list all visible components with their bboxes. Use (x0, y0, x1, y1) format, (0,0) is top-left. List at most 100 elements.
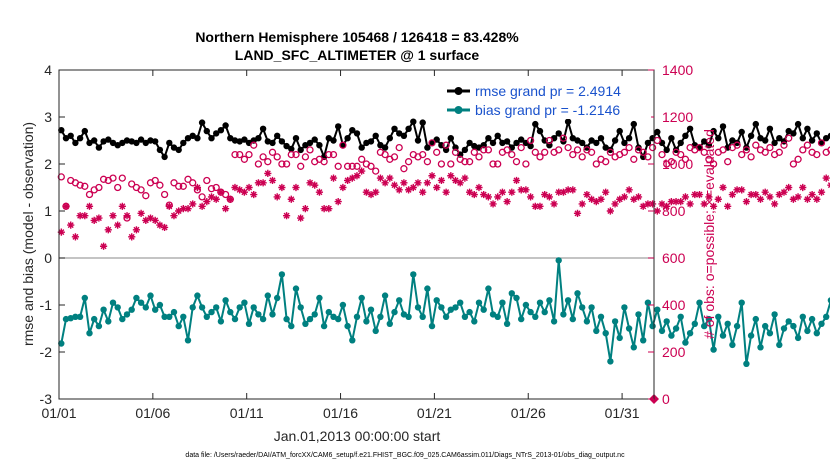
possible-obs-point (442, 141, 450, 149)
possible-obs-point (128, 180, 136, 188)
evaluated-obs-point (109, 212, 117, 220)
evaluated-obs-point (442, 188, 450, 196)
possible-obs-point (381, 150, 389, 159)
y-right-tick-label: 0 (662, 391, 670, 407)
rmse-point (72, 139, 79, 147)
bias-point (288, 322, 295, 330)
evaluated-obs-point (325, 205, 333, 213)
possible-obs-point (189, 179, 197, 187)
bias-point (133, 294, 140, 302)
rmse-point (738, 128, 745, 136)
evaluated-obs-point (329, 174, 338, 182)
bias-point (560, 311, 567, 318)
evaluated-obs-point (217, 188, 225, 196)
bias-point (794, 334, 802, 342)
bias-point (621, 304, 628, 311)
bias-point (274, 294, 281, 302)
possible-obs-point (184, 175, 192, 183)
bias-point (804, 327, 811, 335)
bias-point (691, 320, 698, 327)
possible-obs-point (522, 160, 530, 168)
bias-point (353, 313, 361, 320)
rmse-point (62, 135, 70, 142)
rmse-point (278, 138, 286, 145)
bias-point (283, 315, 290, 323)
bias-point (367, 306, 375, 313)
possible-obs-point (470, 148, 478, 156)
possible-obs-point (677, 150, 685, 159)
bias-point (752, 315, 759, 323)
y-right-tick-label: 1000 (662, 156, 693, 172)
evaluated-obs-point (114, 221, 122, 229)
evaluated-obs-point (606, 207, 614, 215)
possible-obs-point (109, 174, 117, 182)
evaluated-obs-point (245, 183, 253, 192)
evaluated-obs-point (212, 195, 220, 203)
evaluated-obs-point (564, 186, 572, 194)
evaluated-obs-point (724, 202, 732, 210)
rmse-point (625, 135, 633, 142)
possible-obs-point (137, 186, 145, 194)
x-tick-label: 01/16 (323, 405, 358, 421)
bias-point (471, 318, 478, 325)
rmse-point (424, 144, 431, 151)
evaluated-obs-point (587, 195, 596, 203)
evaluated-obs-point (536, 202, 544, 210)
bias-point (396, 297, 403, 304)
evaluated-obs-point (165, 202, 173, 210)
y-left-tick-label: 2 (44, 156, 52, 172)
bias-point (180, 313, 187, 320)
rmse-point (58, 127, 65, 134)
evaluated-obs-point (747, 190, 755, 199)
evaluated-obs-point (132, 226, 141, 234)
bias-point (236, 304, 243, 311)
rmse-point (715, 135, 722, 142)
evaluated-obs-point (240, 188, 248, 196)
y-right-tick-label: 1200 (662, 109, 693, 125)
possible-obs-point (240, 155, 249, 163)
rmse-point (208, 135, 215, 142)
chart-title-line2: LAND_SFC_ALTIMETER @ 1 surface (235, 47, 480, 63)
evaluated-obs-point (95, 214, 103, 222)
bias-point (325, 308, 332, 316)
bias-point (114, 304, 121, 311)
bias-point (564, 297, 572, 304)
possible-obs-point (789, 160, 798, 168)
bias-point (419, 313, 426, 320)
y-axis-right: 0 200 400 600 800 1000 1200 1400 (648, 62, 693, 407)
possible-obs-point (254, 160, 263, 168)
evaluated-obs-point (775, 190, 783, 199)
evaluated-obs-point (677, 198, 685, 206)
rmse-point (213, 130, 220, 137)
evaluated-obs-point (705, 193, 713, 201)
bias-point (719, 332, 727, 339)
evaluated-obs-point (742, 198, 751, 206)
rmse-point (184, 135, 192, 142)
bias-point (668, 332, 675, 339)
evaluated-obs-point (494, 193, 502, 201)
rmse-point (766, 125, 774, 132)
bias-point (475, 299, 483, 306)
x-tick-label: 01/31 (605, 405, 640, 421)
evaluated-obs-point (447, 172, 455, 180)
bias-point (494, 313, 501, 320)
possible-obs-point (719, 146, 727, 154)
evaluated-obs-point (733, 186, 741, 194)
possible-obs-point (76, 181, 84, 189)
possible-obs-point (142, 192, 150, 200)
evaluated-obs-point (756, 195, 765, 203)
bias-point (658, 327, 666, 335)
possible-obs-point (775, 148, 783, 156)
bias-point (790, 322, 797, 330)
rmse-point (405, 125, 412, 132)
rmse-point (386, 135, 393, 142)
possible-obs-point (81, 182, 89, 190)
evaluated-obs-point (142, 216, 150, 224)
bias-point (306, 315, 314, 323)
evaluated-obs-point (714, 195, 722, 203)
evaluated-obs-point (512, 176, 521, 185)
possible-obs-point (752, 141, 760, 149)
rmse-point (494, 132, 501, 139)
bias-point (311, 311, 318, 318)
evaluated-obs-point (376, 174, 385, 182)
